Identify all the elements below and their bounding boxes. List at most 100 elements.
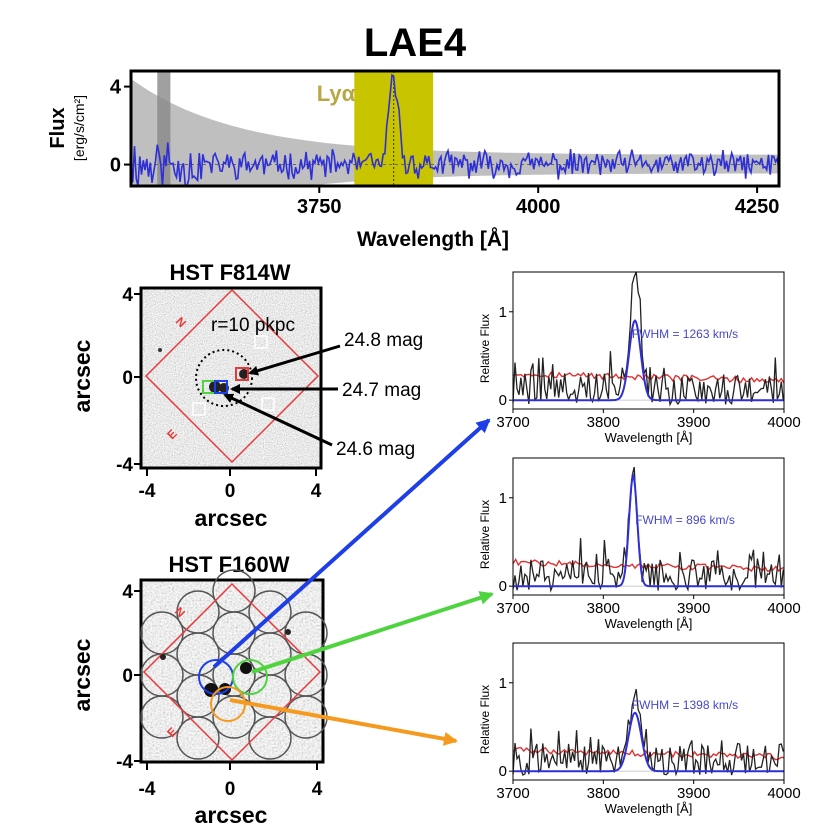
main-xtick-label: 4000: [516, 196, 561, 218]
img1-ref-square: [192, 402, 206, 416]
small-xtick-label: 3700: [496, 414, 529, 431]
img1-ref-square: [261, 397, 275, 411]
small-ylabel: Relative Flux: [478, 314, 492, 383]
data-line: [512, 466, 784, 593]
small-xlabel: Wavelength [Å]: [605, 616, 693, 631]
small-ytick-label: 0: [499, 763, 507, 780]
small-spectrum-panel-1: 3700 3800 3900 4000 0 1 FWHM = 1263 km/s Wavele…: [478, 271, 801, 445]
img2-xtick: 0: [225, 779, 236, 800]
img1-xtick: -4: [139, 481, 156, 502]
small-ylabel: Relative Flux: [478, 685, 492, 754]
small-ytick-label: 0: [499, 578, 507, 595]
img2-source-blob: [160, 654, 166, 660]
small-xtick-label: 3800: [587, 414, 620, 431]
main-xlabel: Wavelength [Å]: [357, 227, 509, 251]
img1-source-blob: [239, 369, 249, 379]
small-spectra: 3700 3800 3900 4000 0 1 FWHM = 1263 km/s Wavele…: [478, 271, 801, 816]
mag-24.6: 24.6 mag: [336, 439, 415, 460]
model-line: [513, 472, 784, 588]
small-xtick-label: 3700: [496, 600, 529, 617]
main-xtick-label: 3750: [297, 196, 342, 218]
img1-fov-box: [144, 288, 320, 464]
main-ylabel-units: [erg/s/cm²]: [71, 95, 87, 161]
img2-ytick: 4: [122, 582, 133, 603]
img1-ref-square: [254, 335, 268, 349]
img1-xlabel: arcsec: [195, 505, 268, 531]
img2-xlabel: arcsec: [195, 802, 268, 828]
main-xtick-label: 4250: [735, 196, 780, 218]
small-xtick-label: 3900: [677, 414, 710, 431]
small-ylabel: Relative Flux: [478, 500, 492, 569]
small-ytick-label: 1: [499, 304, 507, 321]
img2-source-blob: [285, 629, 291, 635]
img1-radius-label: r=10 pkpc: [211, 315, 295, 336]
img2-fov-box: [142, 582, 322, 762]
img1-xtick: 0: [225, 481, 236, 502]
arrow-24.8: [248, 344, 341, 376]
img2-title: HST F160W: [168, 552, 289, 577]
noise-band: [131, 78, 779, 186]
spectrum-line: [130, 73, 780, 187]
img2-source-blob: [240, 662, 252, 674]
img2-ytick: 0: [122, 666, 133, 687]
small-frame: [512, 271, 785, 410]
img1-aperture-red: [235, 367, 249, 381]
main-spectrum-panel: LAE4 Lyα 04 3750 4000 4250 Wavelength [Å] …: [47, 21, 781, 251]
mag-24.7: 24.7 mag: [342, 380, 421, 401]
main-ylabel: Flux: [47, 107, 69, 148]
img1-title: HST F814W: [169, 260, 290, 285]
img1-source-blob: [158, 348, 162, 352]
small-xtick-label: 4000: [767, 414, 800, 431]
img1-xtick: 4: [311, 481, 322, 502]
small-spectrum-panel-2: 3700 3800 3900 4000 0 1 FWHM = 896 km/s Wavelen…: [478, 457, 801, 631]
main-x-ticks: 3750 4000 4250: [297, 186, 779, 218]
small-xtick-label: 3900: [677, 600, 710, 617]
hst-f160w-panel: HST F160W N E 4 0 -4 -4 0 4: [69, 418, 494, 828]
small-frame: [512, 642, 785, 781]
main-ytick-label: 4: [110, 77, 122, 99]
fwhm-label: FWHM = 1263 km/s: [632, 327, 738, 341]
fwhm-label: FWHM = 1398 km/s: [632, 698, 738, 712]
img1-background: [141, 288, 321, 468]
img1-aperture-blue: [214, 380, 228, 394]
arrow-24.6: [223, 393, 333, 447]
fwhm-label: FWHM = 896 km/s: [635, 513, 735, 527]
img1-ytick: -4: [116, 455, 133, 476]
img2-xtick: 4: [312, 779, 323, 800]
img1-ylabel: arcsec: [69, 339, 95, 412]
small-ytick-label: 1: [499, 675, 507, 692]
img2-aperture-ring: [140, 569, 328, 760]
img1-ytick: 0: [122, 368, 133, 389]
arrow-green: [251, 591, 494, 674]
img1-ytick: 4: [122, 285, 133, 306]
small-xtick-label: 4000: [767, 600, 800, 617]
img1-radius-circle: [195, 349, 253, 407]
small-frame: [512, 457, 785, 596]
noise-line: [512, 747, 785, 761]
img2-xtick: -4: [139, 779, 156, 800]
small-xtick-label: 3800: [587, 600, 620, 617]
img2-ylabel: arcsec: [69, 638, 95, 711]
model-line: [513, 319, 784, 402]
img2-ytick: -4: [116, 752, 133, 773]
model-line: [513, 711, 784, 773]
small-xtick-label: 3900: [677, 785, 710, 802]
small-xlabel: Wavelength [Å]: [605, 430, 693, 445]
img2-aperture-green: [232, 659, 268, 695]
small-spectrum-panel-3: 3700 3800 3900 4000 0 1 FWHM = 1398 km/s Wavele…: [478, 642, 801, 816]
small-xtick-label: 3800: [587, 785, 620, 802]
arrow-orange: [229, 698, 458, 746]
lya-label: Lyα: [317, 81, 356, 106]
main-frame: [129, 69, 781, 188]
main-plot-area: [130, 71, 780, 187]
small-xlabel: Wavelength [Å]: [605, 801, 693, 816]
small-ytick-label: 0: [499, 392, 507, 409]
small-xtick-label: 3700: [496, 785, 529, 802]
arrow-blue: [212, 418, 491, 669]
small-xtick-label: 4000: [767, 785, 800, 802]
small-ytick-label: 1: [499, 490, 507, 507]
main-ytick-label: 0: [110, 155, 121, 177]
hst-f814w-panel: HST F814W N E r=10 pkpc 24.8 mag 24.7 ma…: [69, 260, 423, 531]
main-title: LAE4: [364, 21, 467, 65]
